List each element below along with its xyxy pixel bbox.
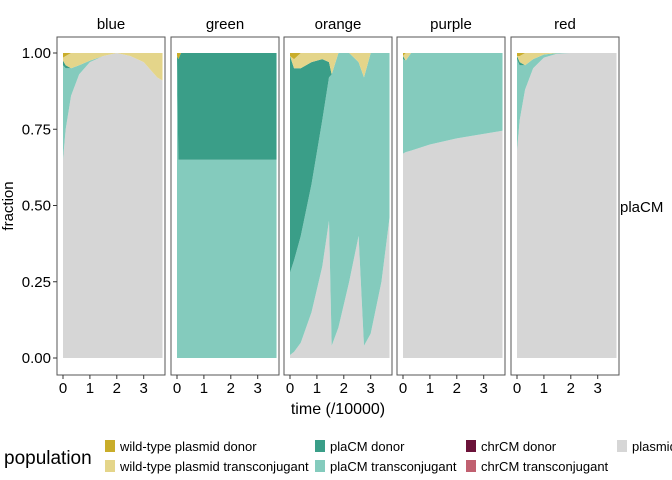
facet-panel-red: red 0 1 2 3 [510,16,620,397]
legend-swatch [315,440,325,452]
facet-title: purple [430,16,472,33]
legend-label: chrCM donor [481,439,557,454]
panel-border [510,36,620,376]
x-axis-label: time (/10000) [291,401,385,418]
legend-swatch [466,460,476,472]
legend-label: wild-type plasmid donor [119,439,257,454]
legend: population wild-type plasmid donorwild-t… [4,439,672,474]
y-tick-label: 0.25 [22,274,51,291]
x-tick-label: 3 [480,380,488,397]
panel-border [283,36,393,376]
legend-swatch [105,460,115,472]
legend-item: plaCM transconjugant [315,459,457,474]
area-wt-trans [63,53,163,81]
facet-title: orange [315,16,362,33]
facet-title: red [554,16,576,33]
legend-swatch [315,460,325,472]
legend-item: plaCM donor [315,439,405,454]
legend-label: chrCM transconjugant [481,459,609,474]
y-tick-label: 0.00 [22,350,51,367]
x-tick-label: 2 [567,380,575,397]
area-placm-donor [177,53,277,160]
area-plasmid-free [63,53,163,358]
x-tick-label: 2 [227,380,235,397]
x-tick-label: 2 [340,380,348,397]
area-placm-trans [177,56,277,359]
x-tick-label: 1 [200,380,208,397]
x-tick-label: 3 [367,380,375,397]
facet-panel-purple: purple 0 1 2 3 [396,16,506,397]
legend-label: wild-type plasmid transconjugant [119,459,309,474]
x-tick-label: 0 [173,380,181,397]
facet-panel-green: green 0 1 2 3 [170,16,280,397]
y-axis-label: fraction [0,181,17,230]
y-axis: 0.00 0.25 0.50 0.75 1.00 [22,45,57,367]
area-wt-trans [290,53,390,78]
x-tick-label: 0 [286,380,294,397]
x-tick-label: 0 [59,380,67,397]
legend-item: plasmid-free [617,439,672,454]
legend-swatch [105,440,115,452]
y-tick-label: 0.50 [22,198,51,215]
right-strip-label: plaCM [620,199,663,216]
x-tick-label: 2 [113,380,121,397]
area-placm-donor [290,53,390,273]
legend-items: wild-type plasmid donor wild-type plasmid… [105,439,672,474]
area-wt-donor [290,53,390,60]
facet-title: blue [97,16,125,33]
legend-item: chrCM donor [466,439,557,454]
x-tick-label: 2 [453,380,461,397]
area-plasmid-free [403,130,503,358]
x-tick-label: 1 [86,380,94,397]
area-plasmid-free [290,217,390,358]
facet-panel-orange: orange 0 1 2 3 [283,16,393,397]
x-tick-label: 3 [594,380,602,397]
legend-item: chrCM transconjugant [466,459,609,474]
area-placm-trans [403,53,503,154]
legend-item: wild-type plasmid donor [105,439,257,454]
x-tick-label: 3 [140,380,148,397]
area-plasmid-free [517,53,617,358]
area-wt-trans [517,53,617,66]
legend-swatch [466,440,476,452]
x-tick-label: 1 [313,380,321,397]
x-tick-label: 0 [513,380,521,397]
legend-swatch [617,440,627,452]
facet-title: green [206,16,244,33]
legend-item: wild-type plasmid transconjugant [105,459,309,474]
legend-label: plaCM transconjugant [330,459,457,474]
facet-panel-blue: blue 0 1 2 3 [56,16,166,397]
panel-border [170,36,280,376]
y-tick-label: 1.00 [22,45,51,62]
x-tick-label: 0 [399,380,407,397]
panel-border [396,36,506,376]
x-tick-label: 3 [254,380,262,397]
legend-title: population [4,448,92,469]
y-tick-label: 0.75 [22,121,51,138]
legend-label: plasmid-free [632,439,672,454]
x-tick-label: 1 [426,380,434,397]
x-tick-label: 1 [540,380,548,397]
area-placm-trans [290,53,390,355]
legend-label: plaCM donor [330,439,405,454]
